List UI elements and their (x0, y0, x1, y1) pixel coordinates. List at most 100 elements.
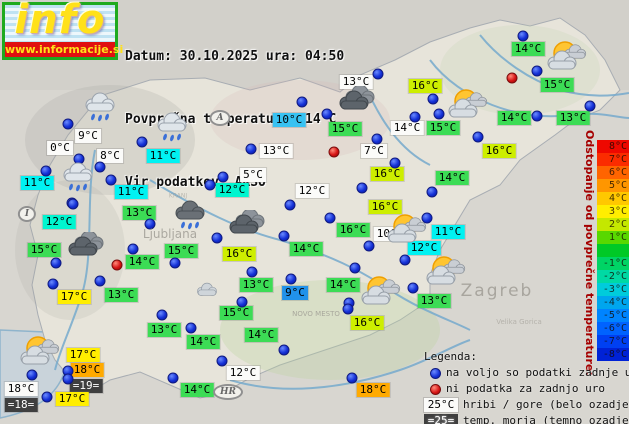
scale-cell: -1°C (597, 257, 629, 270)
legend-item-text: hribi / gore (belo ozadje) (463, 398, 629, 411)
temp-label: 16°C (222, 247, 256, 261)
header-date: Datum: 30.10.2025 ura: 04:50 (125, 49, 345, 64)
temp-label: 11°C (431, 225, 465, 239)
legend-item-text: ni podatka za zadnjo uro (446, 382, 605, 395)
station-dot-blue (427, 93, 439, 105)
station-dot-blue (284, 199, 296, 211)
station-dot-blue (50, 257, 62, 269)
temp-label: 13°C (556, 111, 590, 125)
temp-label: 14°C (244, 328, 278, 342)
site-logo[interactable]: info www.informacije.si (2, 0, 124, 60)
city-label: NOVO MESTO (292, 310, 340, 318)
temp-label: 8°C (97, 149, 123, 163)
temp-label: 16°C (350, 316, 384, 330)
blue-dot-icon (430, 367, 441, 379)
temp-label: 16°C (482, 144, 516, 158)
sun-cloud-icon (381, 213, 429, 247)
temp-label: 13°C (339, 75, 373, 89)
city-label: KRANJ (168, 192, 188, 200)
road-sign: HR (213, 384, 243, 400)
station-dot-blue (584, 100, 596, 112)
dark-rain-cloud-icon (171, 200, 209, 232)
station-dot-blue (94, 275, 106, 287)
scale-cell: -7°C (597, 335, 629, 348)
station-dot-red (506, 72, 518, 84)
temp-label: 11°C (146, 149, 180, 163)
station-dot-blue (389, 157, 401, 169)
station-dot-red (111, 259, 123, 271)
temp-label: 15°C (219, 306, 253, 320)
sun-cloud-icon (442, 88, 490, 122)
temp-label: 12°C (407, 241, 441, 255)
city-label: Zagreb (460, 281, 534, 301)
scale-cell: 4°C (597, 192, 629, 205)
legend-title: Legenda: (424, 350, 477, 363)
temp-label: 10°C (272, 113, 306, 127)
temp-label: 14°C (289, 242, 323, 256)
temp-label: 16°C (370, 167, 404, 181)
temp-label: 11°C (114, 185, 148, 199)
sun-cloud-icon (420, 255, 468, 289)
temp-label: 11°C (20, 176, 54, 190)
station-dot-blue (211, 232, 223, 244)
station-dot-blue (421, 212, 433, 224)
station-dot-blue (47, 278, 59, 290)
sea-temp-label: =18= (4, 398, 38, 412)
station-dot-blue (296, 96, 308, 108)
sun-cloud-icon (541, 40, 589, 74)
station-dot-blue (40, 165, 52, 177)
scale-cell: 5°C (597, 179, 629, 192)
station-dot-blue (105, 174, 117, 186)
station-dot-blue (363, 240, 375, 252)
station-dot-blue (246, 266, 258, 278)
station-dot-blue (185, 322, 197, 334)
station-dot-blue (169, 257, 181, 269)
sun-cloud-icon (355, 275, 403, 309)
temp-label: 13°C (417, 294, 451, 308)
temp-label: 0°C (47, 141, 73, 155)
legend: Legenda: na voljo so podatki zadnje ure n… (424, 349, 629, 424)
mountain-temp-sample: 25°C (424, 398, 458, 412)
temp-label: 12°C (215, 183, 249, 197)
scale-cell: 7°C (597, 153, 629, 166)
station-dot-blue (167, 372, 179, 384)
scale-cell (597, 244, 629, 257)
station-dot-blue (41, 391, 53, 403)
logo-url[interactable]: www.informacije.si (5, 42, 124, 57)
temp-label: 12°C (42, 215, 76, 229)
station-dot-blue (285, 273, 297, 285)
station-dot-blue (371, 133, 383, 145)
temp-label: 14°C (180, 383, 214, 397)
temp-label: 18°C (4, 382, 38, 396)
temp-label: 9°C (75, 129, 101, 143)
legend-item-text: temp. morja (temno ozadje) (463, 414, 629, 424)
station-dot-blue (236, 296, 248, 308)
scale-cell: -2°C (597, 270, 629, 283)
temp-label: 15°C (328, 122, 362, 136)
scale-cell: -5°C (597, 309, 629, 322)
scale-cell: 2°C (597, 218, 629, 231)
temp-label: 16°C (368, 200, 402, 214)
temp-label: 13°C (147, 323, 181, 337)
temp-label: 16°C (408, 79, 442, 93)
temp-label: 13°C (259, 144, 293, 158)
station-dot-blue (472, 131, 484, 143)
temp-label: 14°C (390, 121, 424, 135)
temp-label: 13°C (104, 288, 138, 302)
scale-cell: 3°C (597, 205, 629, 218)
temp-label: 13°C (122, 206, 156, 220)
station-dot-blue (531, 65, 543, 77)
scale-cell: 6°C (597, 166, 629, 179)
legend-row: =25= temp. morja (temno ozadje) (424, 413, 629, 424)
temp-label: 5°C (240, 168, 266, 182)
temp-label: 15°C (540, 78, 574, 92)
temp-label: 14°C (511, 42, 545, 56)
temp-label: 14°C (125, 255, 159, 269)
temp-label: 17°C (55, 392, 89, 406)
dark-cloud-icon (64, 230, 108, 260)
station-dot-blue (433, 108, 445, 120)
station-dot-blue (356, 182, 368, 194)
legend-rows: na voljo so podatki zadnje ure ni podatka… (424, 365, 629, 424)
temp-label: 14°C (186, 335, 220, 349)
station-dot-blue (144, 218, 156, 230)
